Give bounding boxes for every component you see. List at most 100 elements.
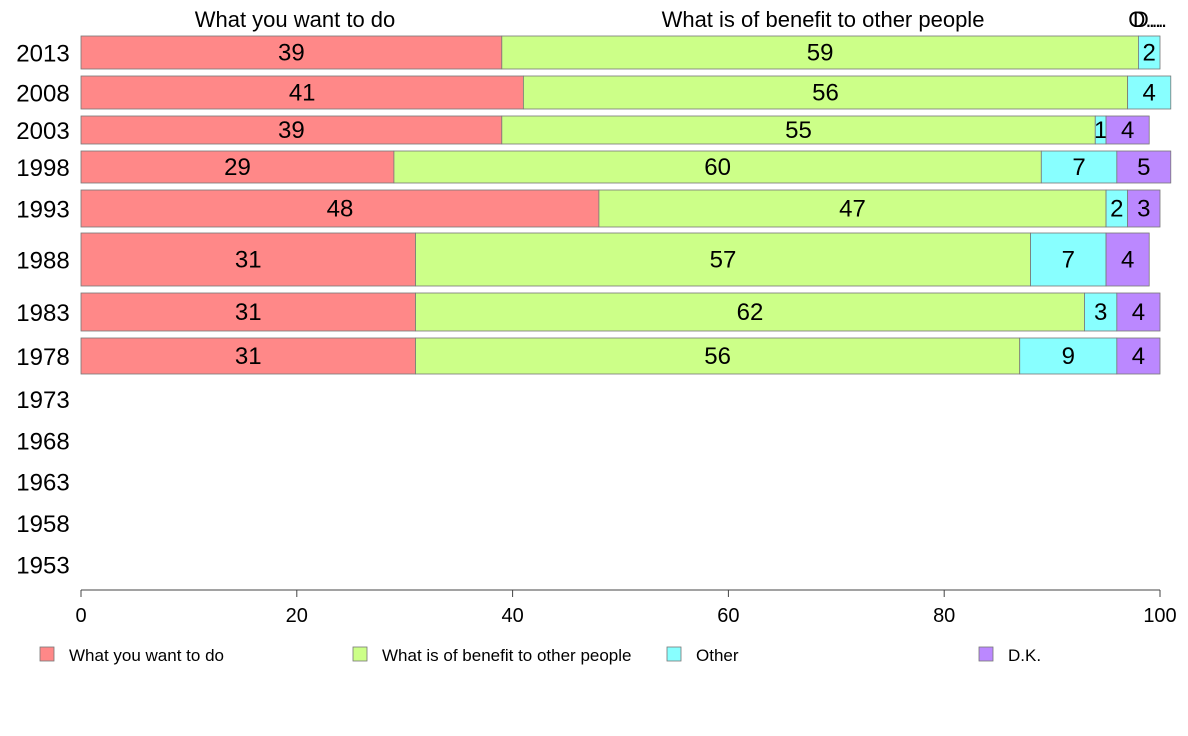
bar-segment-d-k (1116, 292, 1161, 332)
x-tick-label: 0 (75, 605, 86, 627)
data-label: 31 (235, 247, 262, 274)
bar-row-1998: 29 60 7 5 (80, 150, 1172, 184)
bar-segment-what-is-of-benefit-to-other-people (522, 75, 1129, 110)
year-label: 1963 (16, 470, 69, 497)
year-label: 2003 (16, 118, 69, 145)
bar-segment-what-you-want-to-do (80, 337, 416, 375)
bar-segment-what-is-of-benefit-to-other-people (415, 292, 1085, 332)
year-label: 1988 (16, 248, 69, 275)
year-label: 2008 (16, 81, 69, 108)
bar-row-1988: 31 57 7 4 (80, 232, 1150, 287)
bars-layer: 39 59 241 56 439 55 1 429 60 7 548 47 2 331 57 7 431 62 3 4… (80, 35, 1172, 375)
year-label: 1978 (16, 344, 69, 371)
data-label: 31 (235, 299, 262, 326)
legend-swatch (352, 646, 368, 662)
data-label: 60 (704, 154, 731, 181)
year-label: 1953 (16, 553, 69, 580)
data-label: 4 (1132, 299, 1145, 326)
legend: What you want to do What is of benefit to… (39, 646, 1041, 665)
bar-segment-d-k (1116, 150, 1172, 184)
legend-label: What you want to do (69, 646, 224, 665)
bar-segment-other (1084, 292, 1118, 332)
legend-item-what-you-want-to-do: What you want to do (39, 646, 224, 665)
legend-item-d-k: D.K. (978, 646, 1041, 665)
bar-row-2013: 39 59 2 (80, 35, 1161, 70)
column-header: What is of benefit to other people (662, 7, 985, 32)
x-tick-label: 100 (1143, 605, 1176, 627)
bar-segment-other (1127, 75, 1172, 110)
bar-segment-what-is-of-benefit-to-other-people (415, 337, 1021, 375)
bar-segment-what-is-of-benefit-to-other-people (501, 115, 1096, 145)
column-headers: What you want to do What is of benefit to… (195, 7, 1167, 32)
legend-label: D.K. (1008, 646, 1041, 665)
bar-segment-other (1040, 150, 1118, 184)
column-header: D... (1133, 7, 1167, 32)
bar-segment-what-you-want-to-do (80, 189, 600, 228)
data-label: 39 (278, 117, 305, 144)
data-label: 47 (839, 196, 866, 223)
data-label: 41 (289, 80, 316, 107)
legend-swatch (666, 646, 682, 662)
bar-row-1993: 48 47 2 3 (80, 189, 1161, 228)
legend-swatch (978, 646, 994, 662)
bar-segment-what-you-want-to-do (80, 232, 416, 287)
data-label: 3 (1094, 299, 1107, 326)
bar-segment-d-k (1127, 189, 1161, 228)
bar-row-2008: 41 56 4 (80, 75, 1172, 110)
data-label: 7 (1072, 154, 1085, 181)
data-label: 4 (1132, 343, 1145, 370)
year-label: 1973 (16, 387, 69, 414)
year-label: 1958 (16, 511, 69, 538)
legend-item-other: Other (666, 646, 739, 665)
year-label: 1993 (16, 197, 69, 224)
data-label: 39 (278, 40, 305, 67)
year-label: 1998 (16, 155, 69, 182)
bar-segment-what-is-of-benefit-to-other-people (501, 35, 1139, 70)
data-label: 56 (812, 80, 839, 107)
bar-row-1983: 31 62 3 4 (80, 292, 1161, 332)
x-tick-label: 40 (501, 605, 523, 627)
bar-segment-what-is-of-benefit-to-other-people (393, 150, 1042, 184)
legend-label: Other (696, 646, 739, 665)
data-label: 9 (1062, 343, 1075, 370)
data-label: 31 (235, 343, 262, 370)
bar-segment-what-you-want-to-do (80, 115, 503, 145)
bar-segment-d-k (1105, 232, 1150, 287)
data-label: 7 (1062, 247, 1075, 274)
data-label: 5 (1137, 154, 1150, 181)
bar-row-1978: 31 56 9 4 (80, 337, 1161, 375)
data-label: 4 (1121, 117, 1134, 144)
bar-segment-other (1030, 232, 1107, 287)
data-label: 2 (1110, 196, 1123, 223)
bar-row-2003: 39 55 1 4 (80, 115, 1150, 145)
x-axis: 0 20 40 60 80 100 (75, 589, 1177, 627)
data-label: 59 (807, 40, 834, 67)
data-label: 55 (785, 117, 812, 144)
bar-segment-what-you-want-to-do (80, 35, 503, 70)
bar-segment-what-is-of-benefit-to-other-people (598, 189, 1107, 228)
x-tick-label: 80 (933, 605, 955, 627)
data-label: 48 (327, 196, 354, 223)
x-tick-label: 20 (286, 605, 308, 627)
year-label: 2013 (16, 41, 69, 68)
data-label: 57 (710, 247, 737, 274)
bar-segment-d-k (1105, 115, 1150, 145)
data-label: 4 (1121, 247, 1134, 274)
bar-segment-other (1138, 35, 1161, 70)
data-label: 29 (224, 154, 251, 181)
legend-label: What is of benefit to other people (382, 646, 632, 665)
data-label: 4 (1143, 80, 1156, 107)
data-label: 62 (737, 299, 764, 326)
data-label: 2 (1143, 40, 1156, 67)
data-label: 56 (704, 343, 731, 370)
year-label: 1983 (16, 300, 69, 327)
data-label: 1 (1094, 117, 1107, 144)
year-label: 1968 (16, 429, 69, 456)
column-header: O... (1128, 7, 1163, 32)
bar-segment-d-k (1116, 337, 1161, 375)
legend-swatch (39, 646, 55, 662)
x-tick-label: 60 (717, 605, 739, 627)
year-labels: 2013 2008 2003 1998 1993 1988 1983 1978 1973 1968… (16, 41, 69, 580)
data-label: 3 (1137, 196, 1150, 223)
